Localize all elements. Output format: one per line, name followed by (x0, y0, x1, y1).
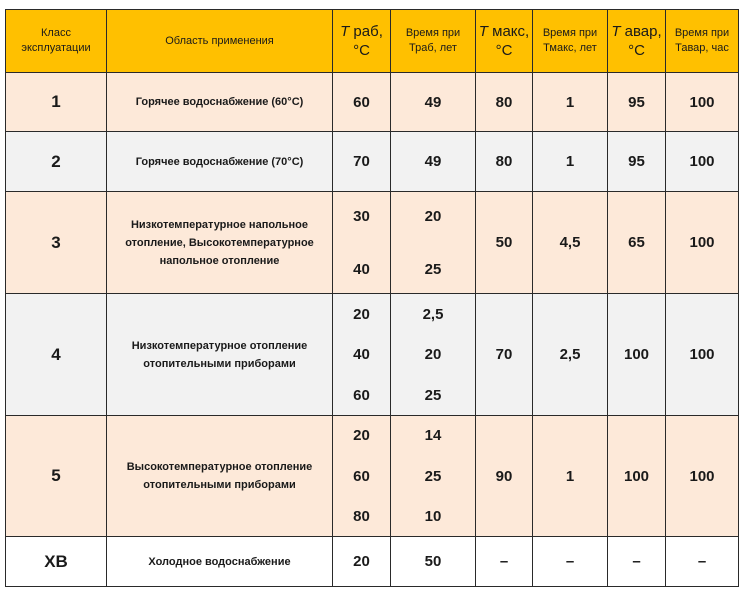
t-work-cell: 20 60 80 (332, 415, 391, 537)
header-t-work: T раб, °С (332, 9, 391, 73)
time-work-value: 20 (424, 207, 442, 225)
t-emerg-cell: 95 (607, 131, 666, 192)
header-row: Класс эксплуатации Область применения T … (5, 9, 739, 73)
table-row: 5 Высокотемпературное отопление отопител… (5, 415, 739, 537)
table-row: 1 Горячее водоснабжение (60°С) 60 49 80 … (5, 72, 739, 132)
t-max-cell: 90 (475, 415, 533, 537)
t-work-value: 40 (353, 346, 370, 363)
table-row: 3 Низкотемпературное напольное отопление… (5, 191, 739, 294)
header-time-emerg: Время при Тавар, час (665, 9, 739, 73)
t-max-cell: 80 (475, 72, 533, 132)
time-max-cell: – (532, 536, 608, 587)
time-max-cell: 1 (532, 415, 608, 537)
t-max-cell: 50 (475, 191, 533, 294)
t-work-value: 40 (353, 260, 370, 278)
time-max-cell: 1 (532, 131, 608, 192)
header-t-max: T макс, °С (475, 9, 533, 73)
time-work-cell: 50 (390, 536, 476, 587)
t-work-cell: 70 (332, 131, 391, 192)
operating-classes-table: Класс эксплуатации Область применения T … (5, 9, 739, 587)
time-emerg-cell: 100 (665, 293, 739, 416)
t-emerg-cell: – (607, 536, 666, 587)
t-emerg-cell: 65 (607, 191, 666, 294)
class-cell: 5 (5, 415, 107, 537)
t-max-cell: 70 (475, 293, 533, 416)
area-cell: Холодное водоснабжение (106, 536, 333, 587)
t-work-value: 60 (353, 386, 370, 404)
time-work-cell: 49 (390, 72, 476, 132)
class-cell: 2 (5, 131, 107, 192)
time-work-value: 25 (424, 386, 442, 404)
time-emerg-cell: 100 (665, 131, 739, 192)
class-cell: 4 (5, 293, 107, 416)
t-work-cell: 20 40 60 (332, 293, 391, 416)
t-emerg-cell: 100 (607, 293, 666, 416)
t-emerg-cell: 100 (607, 415, 666, 537)
area-cell: Горячее водоснабжение (70°С) (106, 131, 333, 192)
header-time-max: Время при Тмакс, лет (532, 9, 608, 73)
class-cell: ХВ (5, 536, 107, 587)
t-max-cell: – (475, 536, 533, 587)
time-work-value: 14 (424, 427, 442, 444)
time-work-cell: 20 25 (390, 191, 476, 294)
area-cell: Горячее водоснабжение (60°С) (106, 72, 333, 132)
t-work-value: 80 (353, 508, 370, 525)
table-row: 2 Горячее водоснабжение (70°С) 70 49 80 … (5, 131, 739, 192)
time-max-cell: 2,5 (532, 293, 608, 416)
time-work-value: 10 (424, 508, 442, 525)
table-row: ХВ Холодное водоснабжение 20 50 – – – – (5, 536, 739, 587)
table-row: 4 Низкотемпературное отопление отопитель… (5, 293, 739, 416)
t-work-cell: 60 (332, 72, 391, 132)
header-class: Класс эксплуатации (5, 9, 107, 73)
time-work-cell: 14 25 10 (390, 415, 476, 537)
time-work-value: 20 (424, 346, 442, 363)
time-work-value: 25 (424, 467, 442, 485)
time-emerg-cell: 100 (665, 415, 739, 537)
t-work-cell: 30 40 (332, 191, 391, 294)
t-work-value: 20 (353, 427, 370, 444)
time-work-cell: 2,5 20 25 (390, 293, 476, 416)
class-cell: 3 (5, 191, 107, 294)
t-emerg-cell: 95 (607, 72, 666, 132)
time-work-value: 25 (424, 260, 442, 278)
area-cell: Высокотемпературное отопление отопительн… (106, 415, 333, 537)
t-max-cell: 80 (475, 131, 533, 192)
t-work-value: 30 (353, 207, 370, 225)
time-emerg-cell: 100 (665, 191, 739, 294)
area-cell: Низкотемпературное отопление отопительны… (106, 293, 333, 416)
t-work-cell: 20 (332, 536, 391, 587)
area-cell: Низкотемпературное напольное отопление, … (106, 191, 333, 294)
time-max-cell: 4,5 (532, 191, 608, 294)
header-t-emerg: T авар, °С (607, 9, 666, 73)
time-work-value: 2,5 (422, 305, 444, 323)
t-work-value: 20 (353, 305, 370, 323)
t-work-value: 60 (353, 467, 370, 485)
time-emerg-cell: – (665, 536, 739, 587)
class-cell: 1 (5, 72, 107, 132)
time-emerg-cell: 100 (665, 72, 739, 132)
header-time-work: Время при Траб, лет (390, 9, 476, 73)
time-work-cell: 49 (390, 131, 476, 192)
header-area: Область применения (106, 9, 333, 73)
time-max-cell: 1 (532, 72, 608, 132)
